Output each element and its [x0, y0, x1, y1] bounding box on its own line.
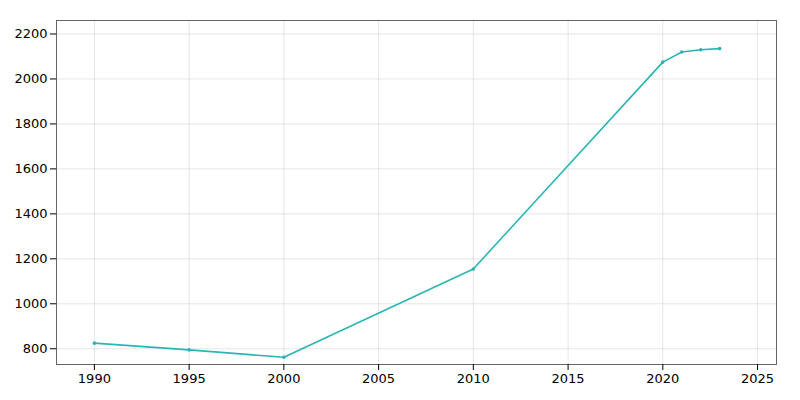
svg-text:1200: 1200	[14, 251, 47, 266]
svg-text:800: 800	[23, 341, 48, 356]
svg-text:2010: 2010	[457, 371, 490, 386]
svg-text:2025: 2025	[741, 371, 774, 386]
svg-text:1995: 1995	[173, 371, 206, 386]
svg-text:1000: 1000	[14, 296, 47, 311]
svg-text:1990: 1990	[78, 371, 111, 386]
svg-text:2000: 2000	[14, 71, 47, 86]
svg-text:2020: 2020	[646, 371, 679, 386]
svg-text:2015: 2015	[552, 371, 585, 386]
svg-text:1800: 1800	[14, 116, 47, 131]
svg-text:1600: 1600	[14, 161, 47, 176]
svg-text:1400: 1400	[14, 206, 47, 221]
svg-text:2000: 2000	[267, 371, 300, 386]
svg-text:2005: 2005	[362, 371, 395, 386]
svg-text:2200: 2200	[14, 26, 47, 41]
